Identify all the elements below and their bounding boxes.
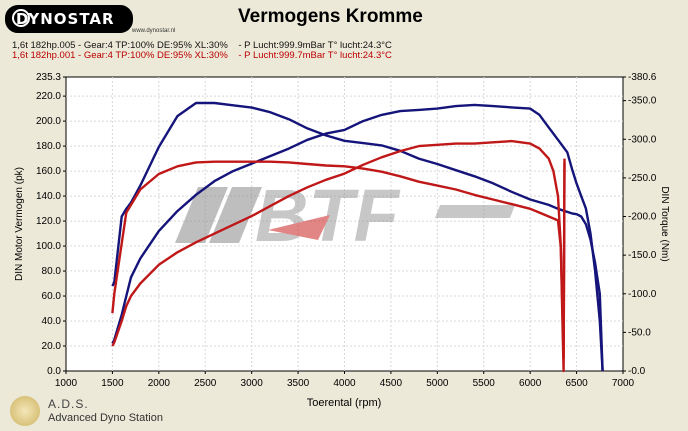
dynostar-logo: DYNOSTAR: [5, 5, 133, 33]
x-tick-label: 5000: [426, 378, 449, 389]
left-tick-label: 160.0: [36, 166, 61, 177]
right-axis-label: DIN Torque (Nm): [659, 186, 670, 261]
series-lines: [111, 101, 604, 373]
x-axis-label: Toerental (rpm): [307, 397, 382, 409]
x-tick-label: 1500: [101, 378, 124, 389]
right-tick-label: -50.0: [628, 327, 651, 338]
chart-title: Vermogens Kromme: [238, 6, 423, 27]
x-tick-label: 4500: [380, 378, 403, 389]
left-tick-label: 180.0: [36, 141, 61, 152]
left-axis-label: DIN Motor Vermogen (pk): [14, 167, 25, 281]
watermark-text: BTF: [255, 174, 401, 257]
left-tick-label: 235.3: [36, 72, 61, 83]
right-tick-label: -100.0: [628, 289, 657, 300]
right-tick-label: -380.6: [628, 72, 657, 83]
x-tick-label: 4000: [333, 378, 356, 389]
x-tick-label: 2000: [148, 378, 171, 389]
run-legend-2: 1,6t 182hp.001 - Gear:4 TP:100% DE:95% X…: [12, 50, 392, 61]
watermark-bar-1: [175, 187, 228, 243]
x-tick-label: 3500: [287, 378, 310, 389]
right-tick-label: -150.0: [628, 250, 657, 261]
series-line-2: [111, 101, 604, 372]
ads-seal-icon: [10, 396, 40, 426]
left-tick-label: 0.0: [47, 366, 61, 377]
left-tick-label: 80.0: [42, 266, 62, 277]
x-tick-label: 7000: [612, 378, 635, 389]
left-tick-label: 20.0: [42, 341, 62, 352]
x-tick-label: 2500: [194, 378, 217, 389]
btf-watermark: BTF: [175, 174, 515, 257]
x-tick-label: 6500: [565, 378, 588, 389]
left-tick-label: 40.0: [42, 316, 62, 327]
grid: [66, 77, 623, 371]
left-tick-label: 60.0: [42, 291, 62, 302]
left-axis-ticks: 0.0 20.0 40.0 60.0 80.0 100.0 120.0 140.0 160.0 1…: [36, 72, 66, 377]
footer-brand: A.D.S.: [48, 397, 89, 411]
left-tick-label: 220.0: [36, 91, 61, 102]
ads-footer: A.D.S. Advanced Dyno Station: [10, 396, 190, 428]
right-tick-label: -250.0: [628, 173, 657, 184]
footer-subtitle: Advanced Dyno Station: [48, 412, 163, 424]
x-tick-label: 3000: [241, 378, 264, 389]
left-tick-label: 140.0: [36, 191, 61, 202]
x-axis-ticks: 1000 1500 2000 2500 3000 3500 4000 4500 5000 5500…: [55, 371, 635, 389]
left-tick-label: 100.0: [36, 241, 61, 252]
series-line-1: [111, 103, 604, 372]
right-tick-label: -200.0: [628, 212, 657, 223]
left-tick-label: 120.0: [36, 216, 61, 227]
logo-ring-icon: [12, 9, 30, 27]
series-line-3: [111, 139, 566, 360]
watermark-dash: [435, 205, 515, 218]
right-tick-label: -0.0: [628, 366, 646, 377]
x-tick-label: 5500: [473, 378, 496, 389]
run-legend-1: 1,6t 182hp.005 - Gear:4 TP:100% DE:95% X…: [12, 40, 392, 51]
x-tick-label: 6000: [519, 378, 542, 389]
logo-subtext: www.dynostar.nl: [132, 28, 176, 34]
logo-text: DYNOSTAR: [16, 10, 115, 28]
series-line-4: [111, 160, 566, 373]
x-tick-label: 1000: [55, 378, 78, 389]
right-tick-label: -300.0: [628, 134, 657, 145]
right-tick-label: -350.0: [628, 96, 657, 107]
watermark-swoosh: [268, 215, 330, 240]
right-axis-ticks: -0.0 -50.0 -100.0 -150.0 -200.0 -250.0 -300.0 -…: [623, 72, 657, 377]
left-tick-label: 200.0: [36, 116, 61, 127]
